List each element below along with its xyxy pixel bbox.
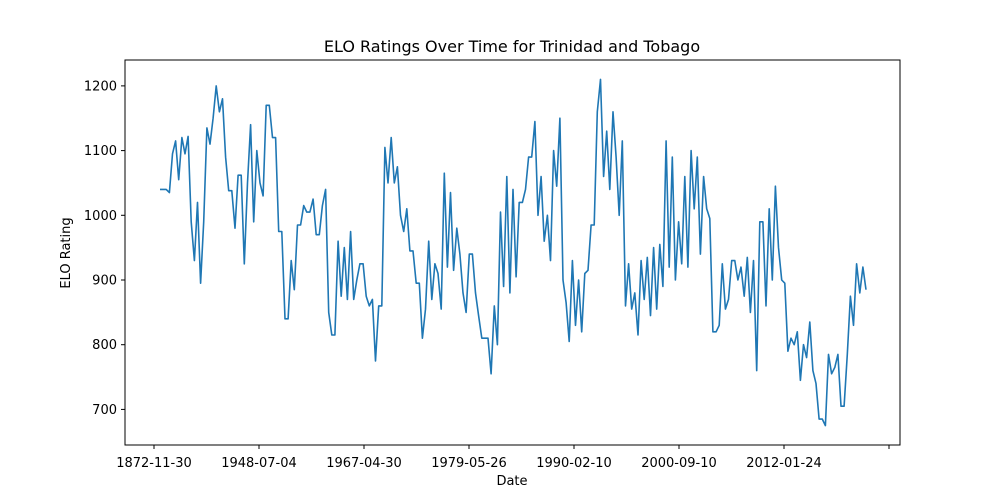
x-axis-label: Date bbox=[496, 474, 527, 489]
y-tick-label: 1200 bbox=[84, 79, 117, 94]
y-tick-label: 1000 bbox=[84, 209, 117, 224]
x-tick-label: 2000-09-10 bbox=[641, 456, 717, 471]
y-tick-label: 800 bbox=[92, 338, 117, 353]
y-tick-label: 900 bbox=[92, 274, 117, 289]
x-tick-label: 1990-02-10 bbox=[536, 456, 612, 471]
y-tick-label: 700 bbox=[92, 403, 117, 418]
x-axis: 1872-11-30 1948-07-04 1967-04-30 1979-05-26… bbox=[116, 445, 890, 471]
x-tick-label: 1872-11-30 bbox=[116, 456, 192, 471]
x-tick-label: 2012-01-24 bbox=[746, 456, 822, 471]
y-axis: 700 800 900 1000 1100 1200 bbox=[84, 79, 125, 418]
y-axis-label: ELO Rating bbox=[59, 217, 74, 288]
y-tick-label: 1100 bbox=[84, 144, 117, 159]
x-tick-label: 1979-05-26 bbox=[431, 456, 507, 471]
plot-area-frame bbox=[124, 59, 901, 446]
chart-title: ELO Ratings Over Time for Trinidad and T… bbox=[324, 37, 700, 56]
x-tick-label: 1948-07-04 bbox=[221, 456, 297, 471]
series-line-0 bbox=[160, 78, 867, 427]
plot-area bbox=[160, 78, 867, 427]
x-tick-label: 1967-04-30 bbox=[326, 456, 402, 471]
